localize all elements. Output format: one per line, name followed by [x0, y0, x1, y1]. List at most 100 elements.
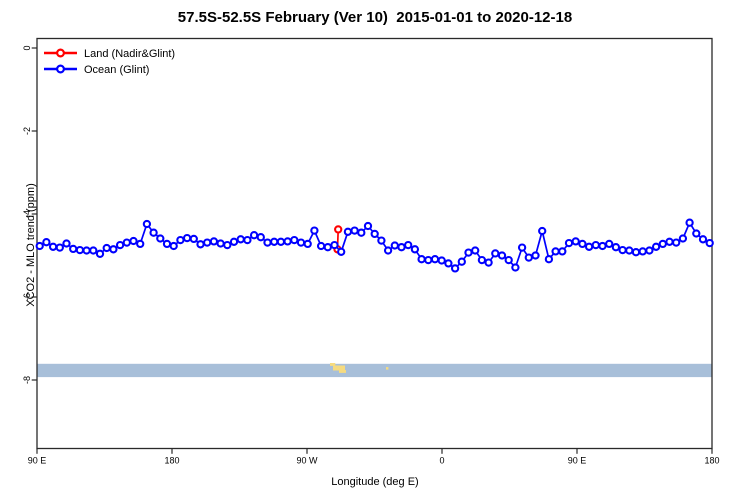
map-band-land-patagonia-main	[333, 365, 345, 371]
ocean-data-point	[678, 234, 688, 243]
ocean-data-point	[471, 246, 480, 255]
ocean-data-point	[42, 238, 51, 247]
ocean-data-point	[162, 239, 172, 249]
legend-label-ocean: Ocean (Glint)	[84, 64, 149, 76]
ocean-data-point	[618, 245, 627, 255]
ocean-data-point	[89, 246, 98, 255]
ocean-data-point	[598, 241, 607, 251]
ocean-data-point	[558, 247, 567, 256]
ocean-data-point	[450, 264, 460, 273]
x-tick-label: 0	[439, 456, 444, 466]
x-tick-label: 90 W	[296, 456, 318, 466]
ocean-data-point	[122, 238, 131, 247]
ocean-data-point	[531, 251, 540, 260]
ocean-data-point	[477, 255, 487, 265]
ocean-data-point	[270, 237, 279, 246]
x-tick-label: 90 E	[568, 456, 587, 466]
ocean-data-point	[109, 245, 118, 254]
ocean-data-point	[444, 259, 453, 268]
ocean-data-point	[136, 239, 145, 249]
y-tick-label: -8	[22, 376, 32, 384]
map-band-land-patagonia-nw	[330, 363, 336, 366]
ocean-data-point	[196, 240, 205, 249]
ocean-data-point	[350, 226, 359, 235]
ocean-data-point	[638, 247, 647, 256]
ocean-data-point	[229, 237, 239, 246]
ocean-data-point	[377, 236, 386, 245]
ocean-data-point	[665, 237, 674, 246]
ocean-data-point	[149, 228, 158, 237]
ocean-data-point	[330, 240, 339, 250]
ocean-data-point	[203, 238, 212, 247]
ocean-data-point	[544, 255, 554, 264]
ocean-data-point	[605, 239, 614, 249]
ocean-data-point	[383, 246, 393, 255]
ocean-data-point	[672, 238, 681, 247]
ocean-data-point	[182, 233, 192, 243]
ocean-data-point	[424, 255, 433, 265]
y-tick-label: 0	[22, 45, 32, 50]
ocean-data-point	[564, 238, 574, 248]
ocean-data-point	[524, 253, 533, 262]
ocean-data-point	[82, 246, 91, 255]
x-tick-label: 180	[164, 456, 179, 466]
ocean-data-point	[538, 226, 547, 236]
ocean-data-point	[417, 255, 426, 264]
ocean-data-point	[591, 240, 600, 250]
ocean-data-point	[357, 228, 366, 237]
ocean-data-point	[491, 249, 500, 258]
ocean-data-point	[658, 239, 667, 249]
ocean-data-point	[223, 240, 232, 250]
ocean-data-point	[276, 237, 286, 246]
legend-marker-land	[55, 48, 65, 58]
ocean-data-point	[390, 241, 399, 250]
ocean-data-point	[303, 239, 312, 249]
ocean-data-point	[685, 218, 694, 227]
ocean-data-point	[651, 242, 661, 251]
ocean-data-point	[517, 243, 527, 252]
ocean-data-point	[584, 242, 594, 251]
chart-title: 57.5S-52.5S February (Ver 10) 2015-01-01…	[177, 9, 573, 26]
ocean-data-point	[189, 234, 198, 244]
ocean-data-point	[69, 244, 78, 254]
ocean-data-point	[457, 257, 466, 266]
ocean-data-point	[404, 240, 413, 250]
ocean-data-point	[316, 241, 326, 251]
ocean-data-point	[296, 238, 306, 247]
legend-label-land: Land (Nadir&Glint)	[84, 48, 175, 60]
ocean-data-point	[551, 247, 560, 256]
x-axis-label: Longitude (deg E)	[331, 476, 419, 488]
ocean-data-point	[437, 256, 446, 265]
ocean-data-point	[363, 221, 373, 231]
ocean-data-point	[571, 237, 580, 246]
y-tick-label: -6	[22, 293, 32, 301]
ocean-data-point	[216, 239, 225, 248]
ocean-data-point	[115, 240, 125, 250]
map-band-land-south-georgia	[386, 367, 389, 370]
ocean-data-point	[464, 248, 473, 257]
ocean-data-point	[645, 246, 654, 255]
ocean-data-point	[169, 241, 178, 251]
ocean-data-point	[283, 237, 292, 246]
ocean-data-point	[142, 219, 152, 229]
ocean-data-point	[484, 258, 493, 267]
ocean-data-point	[625, 246, 634, 255]
ocean-data-point	[256, 233, 265, 242]
ocean-data-point	[705, 238, 714, 248]
ocean-data-point	[62, 239, 71, 248]
ocean-data-point	[578, 239, 587, 249]
x-tick-label: 180	[704, 456, 719, 466]
ocean-data-point	[176, 235, 185, 245]
ocean-data-point	[370, 229, 379, 239]
ocean-data-point	[75, 245, 85, 255]
ocean-data-point	[290, 235, 299, 245]
ocean-data-point	[243, 235, 252, 245]
ocean-data-point	[611, 243, 621, 252]
ocean-data-point	[504, 255, 513, 265]
ocean-data-point	[129, 236, 138, 246]
ocean-data-point	[55, 243, 64, 252]
y-tick-label: -2	[22, 127, 32, 135]
y-tick-label: -4	[22, 210, 32, 218]
